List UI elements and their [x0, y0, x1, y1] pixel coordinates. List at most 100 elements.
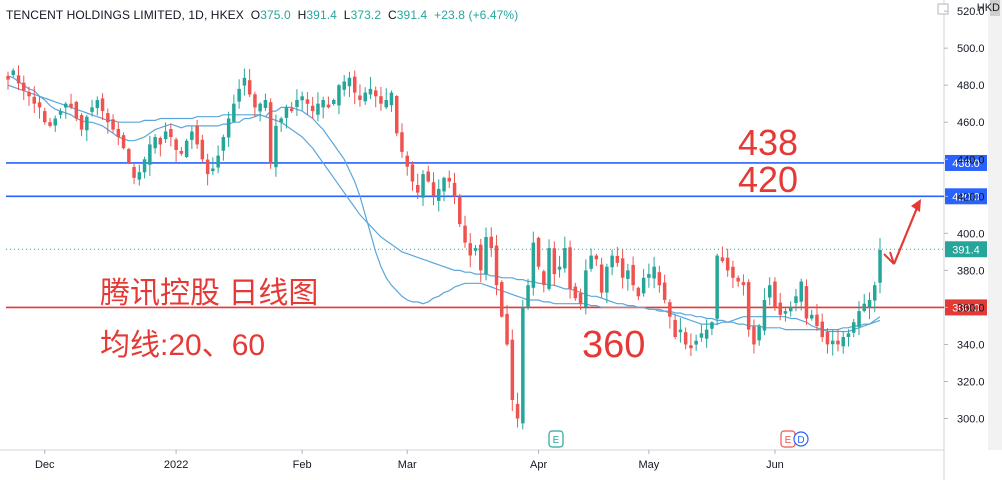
- candle-body: [363, 92, 367, 102]
- candle: [678, 317, 683, 343]
- candle-body: [310, 105, 315, 112]
- price-tick-label: 300.0: [957, 414, 985, 426]
- candle-body: [557, 266, 562, 270]
- candle-body: [137, 172, 142, 180]
- candle: [704, 319, 709, 348]
- candle-body: [710, 322, 714, 329]
- candle: [657, 265, 662, 293]
- candle-body: [757, 325, 761, 341]
- candle-body: [815, 314, 819, 326]
- ma60-line: [7, 84, 881, 331]
- candle-body: [284, 107, 289, 118]
- price-axis: 438.0 420.0 360.0 300.0 320.0 340.0 360.0 380.0…: [944, 6, 987, 426]
- candle-body: [720, 257, 725, 262]
- candle: [127, 147, 131, 165]
- candle-body: [205, 159, 210, 175]
- candle: [605, 263, 609, 304]
- candle: [142, 156, 147, 179]
- candle-body: [657, 272, 662, 286]
- candle-body: [242, 77, 247, 86]
- candle: [799, 278, 803, 311]
- drawn-arrow-tail: [883, 251, 895, 265]
- candle-body: [573, 286, 578, 299]
- candle-body: [400, 132, 404, 152]
- candle: [563, 236, 567, 273]
- high-label: H: [297, 8, 307, 22]
- candle-body: [610, 255, 614, 268]
- candle-body: [232, 103, 236, 122]
- candle-body: [426, 171, 430, 182]
- candle: [295, 89, 299, 116]
- candle-body: [421, 174, 425, 198]
- candle: [410, 161, 415, 191]
- candle-body: [316, 103, 320, 115]
- candle-body: [825, 332, 830, 345]
- candle: [673, 314, 677, 340]
- change-value: +23.8 (+6.47%): [434, 8, 519, 22]
- candle: [584, 259, 588, 315]
- candle-body: [746, 282, 751, 330]
- candle: [447, 170, 451, 188]
- candles: [6, 65, 882, 430]
- candle-body: [768, 285, 772, 298]
- candle-body: [326, 104, 331, 108]
- candle: [473, 245, 478, 256]
- candle: [190, 126, 194, 149]
- level-price-tag: [945, 154, 987, 171]
- candle-body: [64, 103, 68, 108]
- price-tick-label: 400.0: [957, 228, 985, 240]
- candle: [568, 240, 572, 299]
- candle: [74, 100, 79, 122]
- candle: [862, 293, 866, 313]
- candle: [374, 86, 378, 108]
- candle-body: [268, 102, 273, 163]
- candle-body: [437, 188, 441, 201]
- candle: [783, 308, 788, 322]
- candle-body: [857, 311, 861, 327]
- candle: [195, 119, 199, 149]
- candle: [878, 238, 882, 294]
- candle: [631, 256, 635, 291]
- candle: [484, 227, 488, 281]
- candle-body: [200, 139, 205, 160]
- candle-body: [53, 118, 57, 126]
- candle-body: [410, 164, 415, 182]
- candle: [489, 227, 493, 257]
- candle: [263, 93, 268, 112]
- candle: [368, 76, 373, 100]
- candle: [741, 274, 746, 296]
- candle: [184, 138, 189, 158]
- candle-body: [463, 225, 467, 243]
- candle-body: [620, 258, 625, 278]
- candle-body: [599, 264, 604, 293]
- candle-body: [347, 77, 352, 87]
- candle: [300, 91, 304, 111]
- candle: [395, 95, 399, 137]
- candle: [32, 86, 36, 113]
- candle-body: [783, 311, 788, 314]
- candle-body: [589, 255, 593, 269]
- annotation-level-438: 438: [738, 122, 799, 163]
- candle: [689, 333, 693, 357]
- candle-body: [395, 96, 399, 134]
- candle: [289, 102, 294, 113]
- candle: [347, 71, 352, 98]
- candle: [79, 113, 84, 137]
- candle-body: [43, 111, 47, 123]
- candle: [353, 70, 357, 105]
- candle: [337, 83, 341, 115]
- candle: [594, 253, 599, 266]
- candle-body: [731, 266, 735, 278]
- candle: [789, 301, 793, 317]
- event-marker: D: [793, 431, 809, 447]
- level-price-tag: [945, 188, 987, 205]
- candle: [169, 123, 173, 147]
- candle: [205, 153, 210, 186]
- candle-body: [295, 100, 299, 107]
- price-tick-label: 320.0: [957, 376, 985, 388]
- candle: [342, 75, 346, 97]
- candle-body: [704, 329, 709, 339]
- candle-body: [237, 88, 241, 102]
